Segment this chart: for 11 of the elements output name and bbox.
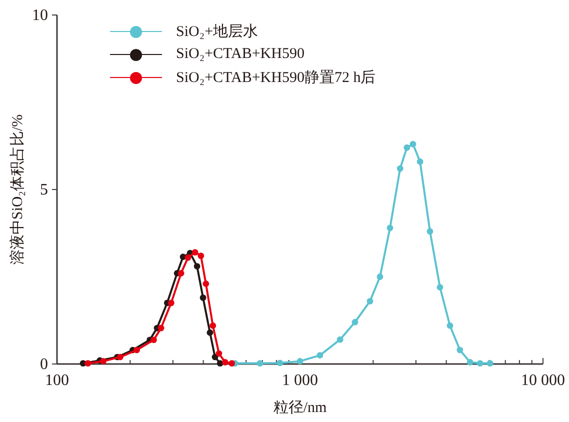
y-tick-label: 0 (40, 356, 48, 373)
x-axis-title: 粒径/nm (273, 400, 327, 416)
legend-label: SiO₂+CTAB+KH590 (176, 46, 304, 63)
x-tick-label: 100 (45, 372, 69, 389)
y-tick-label: 5 (40, 182, 48, 198)
legend-label: SiO₂+CTAB+KH590静置72 h后 (176, 68, 376, 87)
legend-label: SiO₂+地层水 (176, 22, 258, 41)
y-axis-title: 溶液中SiO₂体积占比/% (9, 114, 26, 265)
x-tick-label: 10 000 (521, 372, 565, 389)
x-tick-label: 1 000 (282, 372, 318, 389)
y-tick-label: 10 (32, 7, 48, 24)
